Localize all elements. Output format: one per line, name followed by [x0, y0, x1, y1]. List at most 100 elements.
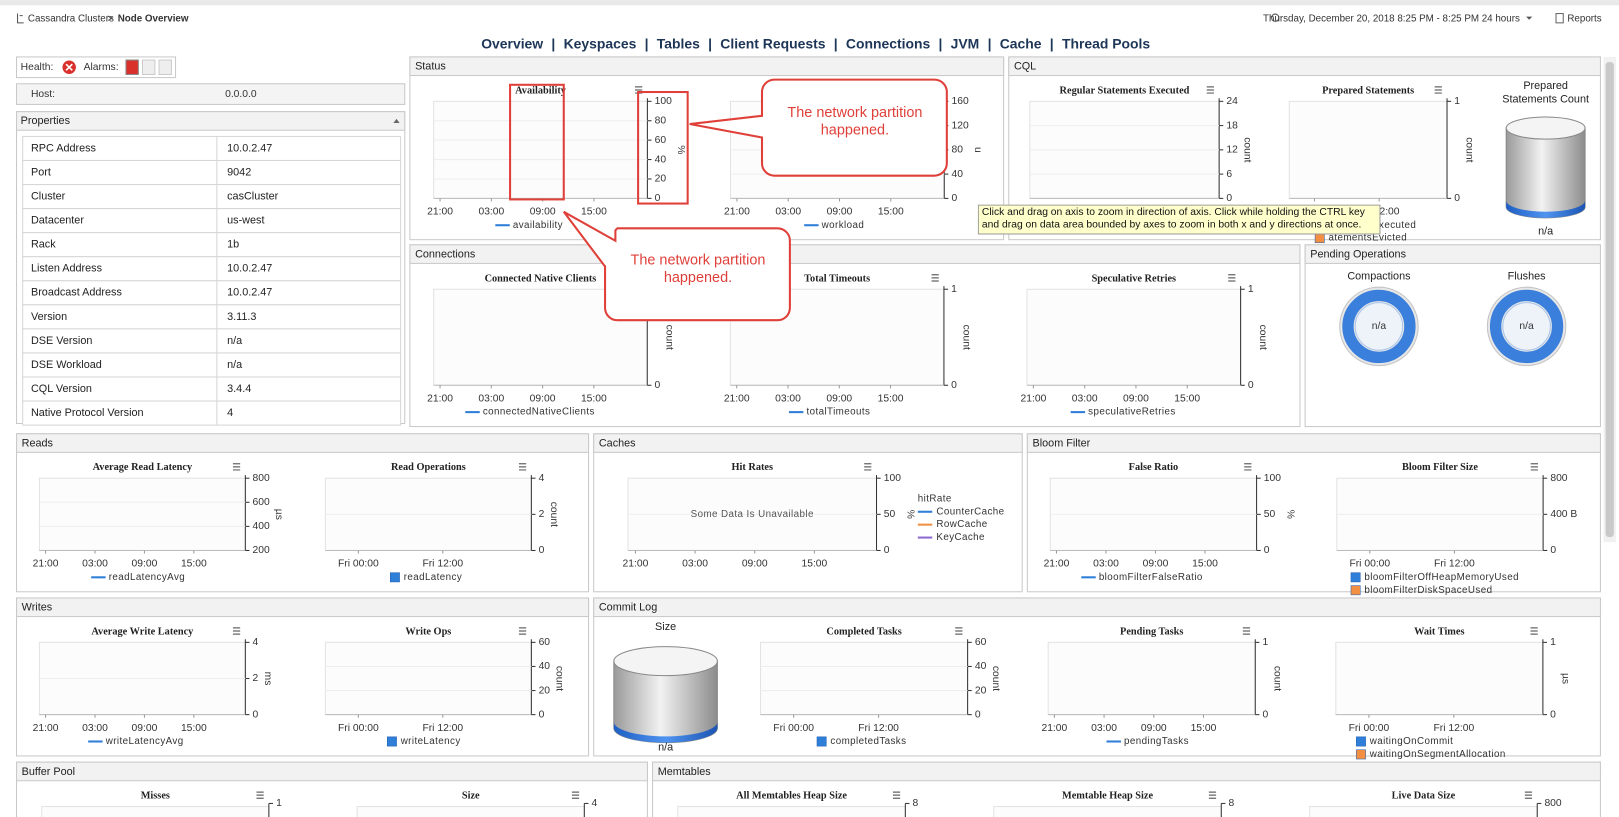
legend-item[interactable]: CounterCache [936, 506, 1004, 517]
legend-item[interactable]: bloomFilterDiskSpaceUsed [1364, 585, 1492, 596]
chart-menu[interactable] [1524, 791, 1533, 799]
legend-item[interactable]: writeLatency [400, 736, 461, 747]
legend-item[interactable]: bloomFilterOffHeapMemoryUsed [1364, 572, 1519, 583]
chart-menu[interactable] [864, 463, 872, 471]
nav-link[interactable]: Tables [657, 35, 700, 51]
legend-item[interactable]: writeLatencyAvg [105, 736, 184, 747]
annotations: The network partition happened. The netw… [509, 78, 1381, 322]
y-tick-label: 0 [1550, 545, 1556, 556]
legend-swatch [816, 736, 827, 747]
property-key: RPC Address [31, 142, 97, 154]
chart-title: Bloom Filter Size [1402, 462, 1478, 473]
legend-item[interactable]: connectedNativeClients [483, 407, 595, 418]
chart-menu[interactable] [955, 627, 963, 635]
host-box [16, 83, 406, 105]
cylinder-value: n/a [658, 742, 674, 754]
chart-menu[interactable] [232, 463, 241, 471]
legend-swatch [1350, 585, 1361, 596]
nav-link[interactable]: Connections [846, 35, 931, 51]
legend-item[interactable]: bloomFilterFalseRatio [1099, 572, 1203, 583]
property-row [22, 232, 402, 258]
chart-menu[interactable] [931, 274, 939, 282]
legend-item[interactable]: speculativeRetries [1088, 407, 1175, 418]
chart-menu[interactable] [518, 463, 527, 471]
legend-item[interactable]: waitingOnCommit [1369, 736, 1454, 747]
legend-swatch [387, 736, 397, 747]
x-tick-label: 03:00 [1072, 393, 1098, 404]
cylinder-fill [613, 721, 718, 743]
chart-menu[interactable] [571, 791, 580, 799]
time-range[interactable]: Thursday, December 20, 2018 8:25 PM - 8:… [1263, 13, 1520, 24]
breadcrumb-root[interactable]: Cassandra Clusters [28, 13, 114, 24]
x-tick-label: 09:00 [826, 393, 852, 404]
y-tick-label: 200 [253, 545, 270, 556]
plot-area [1288, 100, 1448, 199]
chart-menu[interactable] [1244, 463, 1252, 471]
legend-item[interactable]: atementsEvicted [1328, 233, 1407, 244]
alarm-critical[interactable] [125, 59, 139, 75]
nav-link[interactable]: Cache [1000, 35, 1042, 51]
nav-link[interactable]: Thread Pools [1062, 35, 1150, 51]
y-tick-label: 8 [1228, 798, 1234, 809]
legend-item[interactable]: readLatencyAvg [109, 572, 185, 583]
property-value: 3.11.3 [227, 311, 256, 323]
property-value: 4 [227, 407, 233, 419]
nav-link[interactable]: Overview [481, 35, 543, 51]
x-tick-label: 15:00 [1174, 393, 1200, 404]
nav-link[interactable]: Keyspaces [564, 35, 637, 51]
gauge-title: Compactions [1347, 271, 1411, 283]
nav-separator: | [708, 35, 712, 51]
collapse-icon[interactable] [393, 118, 400, 124]
y-tick-label: 0 [884, 545, 890, 556]
cylinder-fill [1506, 200, 1586, 218]
legend-item[interactable]: KeyCache [936, 532, 985, 543]
property-value: n/a [227, 335, 243, 347]
panel-header [1008, 56, 1601, 77]
legend-item[interactable]: pendingTasks [1124, 736, 1189, 747]
time-dropdown[interactable] [1526, 16, 1533, 20]
y-tick-label: 12 [1226, 145, 1238, 156]
property-value: 3.4.4 [227, 383, 251, 395]
legend-item[interactable]: completedTasks [830, 736, 906, 747]
chart-title: Regular Statements Executed [1060, 85, 1190, 96]
chart-menu[interactable] [518, 627, 527, 635]
panel-header [593, 597, 1601, 618]
host-label: Host: [31, 89, 55, 100]
chart-menu[interactable] [1530, 463, 1538, 471]
chart-menu[interactable] [1208, 791, 1217, 799]
chart-menu[interactable] [232, 627, 241, 635]
legend-item[interactable]: readLatency [404, 572, 462, 583]
plot-area [1309, 806, 1538, 817]
chart-menu[interactable] [1530, 627, 1538, 635]
x-tick-label: 21:00 [1041, 723, 1067, 734]
legend-swatch [1314, 233, 1325, 244]
x-tick-label: 09:00 [1143, 559, 1169, 570]
y-tick-label: 0 [1550, 709, 1556, 720]
y-axis-label: % [1284, 510, 1295, 519]
legend-item[interactable]: waitingOnSegmentAllocation [1369, 749, 1506, 760]
reports-link[interactable]: Reports [1567, 13, 1601, 24]
plot-area [41, 806, 270, 817]
legend-item[interactable]: availability [513, 220, 563, 231]
x-tick-label: 09:00 [530, 207, 556, 218]
panel-header [593, 433, 1023, 453]
nav-link[interactable]: Client Requests [720, 35, 825, 51]
panel: Reads Average Read Latency 200 400 600 800 µs 2… [16, 433, 590, 593]
legend-item[interactable]: RowCache [936, 519, 987, 530]
chart-menu[interactable] [1242, 627, 1251, 635]
highlight-box [509, 83, 565, 201]
alarm-minor[interactable] [158, 59, 172, 75]
y-axis-label: count [1464, 137, 1475, 162]
chart-menu[interactable] [1434, 86, 1442, 94]
alarm-major[interactable] [141, 59, 156, 75]
chart-menu[interactable] [1206, 86, 1214, 94]
legend-item[interactable]: totalTimeouts [806, 407, 870, 418]
health-icon-x [65, 63, 73, 71]
nav-link[interactable]: JVM [951, 35, 980, 51]
chart-menu[interactable] [892, 791, 901, 799]
property-key: CQL Version [31, 383, 92, 395]
legend-item[interactable]: workload [821, 220, 865, 231]
y-tick-label: 80 [951, 145, 963, 156]
chart-menu[interactable] [1228, 274, 1236, 282]
chart-menu[interactable] [256, 791, 264, 799]
